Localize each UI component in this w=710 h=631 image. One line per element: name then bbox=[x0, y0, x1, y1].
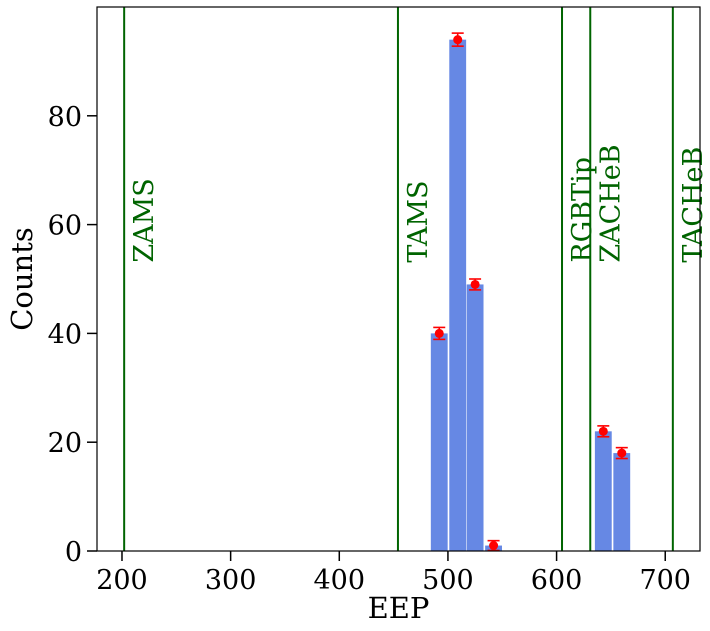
histogram-bar-2 bbox=[466, 284, 484, 551]
x-tick-label-300: 300 bbox=[205, 565, 257, 596]
phase-label-rgbtip: RGBTip bbox=[567, 157, 598, 263]
x-tick-label-700: 700 bbox=[639, 565, 691, 596]
data-point-3 bbox=[489, 541, 499, 551]
y-tick-label-20: 20 bbox=[48, 428, 82, 459]
x-tick-label-200: 200 bbox=[96, 565, 148, 596]
x-tick-label-400: 400 bbox=[314, 565, 366, 596]
x-tick-label-600: 600 bbox=[531, 565, 583, 596]
phase-label-tams: TAMS bbox=[403, 180, 434, 262]
y-axis-label: Counts bbox=[5, 227, 39, 331]
bars-layer bbox=[430, 39, 631, 551]
y-axis-ticks: 0 20 40 60 80 bbox=[48, 102, 97, 568]
x-axis-label: EEP bbox=[368, 591, 430, 625]
phase-label-zams: ZAMS bbox=[129, 178, 160, 262]
phase-label-zacheb: ZACHeB bbox=[595, 144, 626, 262]
data-point-2 bbox=[470, 279, 480, 289]
x-tick-label-500: 500 bbox=[422, 565, 474, 596]
histogram-bar-4 bbox=[594, 431, 612, 551]
histogram-bar-1 bbox=[449, 39, 467, 551]
data-point-4 bbox=[598, 426, 608, 436]
y-tick-label-80: 80 bbox=[48, 102, 82, 133]
plot-frame bbox=[96, 6, 701, 552]
y-tick-label-40: 40 bbox=[48, 319, 82, 350]
data-point-5 bbox=[617, 448, 627, 458]
phase-label-tacheb: TACHeB bbox=[678, 147, 709, 263]
x-axis-ticks: 200 300 400 500 600 700 bbox=[96, 551, 691, 596]
histogram-bar-5 bbox=[613, 453, 631, 551]
error-bars-layer bbox=[433, 32, 628, 552]
data-point-1 bbox=[453, 35, 463, 45]
histogram-bar-0 bbox=[430, 333, 448, 551]
y-tick-label-60: 60 bbox=[48, 211, 82, 242]
y-tick-label-0: 0 bbox=[65, 537, 82, 568]
data-point-0 bbox=[434, 328, 444, 338]
